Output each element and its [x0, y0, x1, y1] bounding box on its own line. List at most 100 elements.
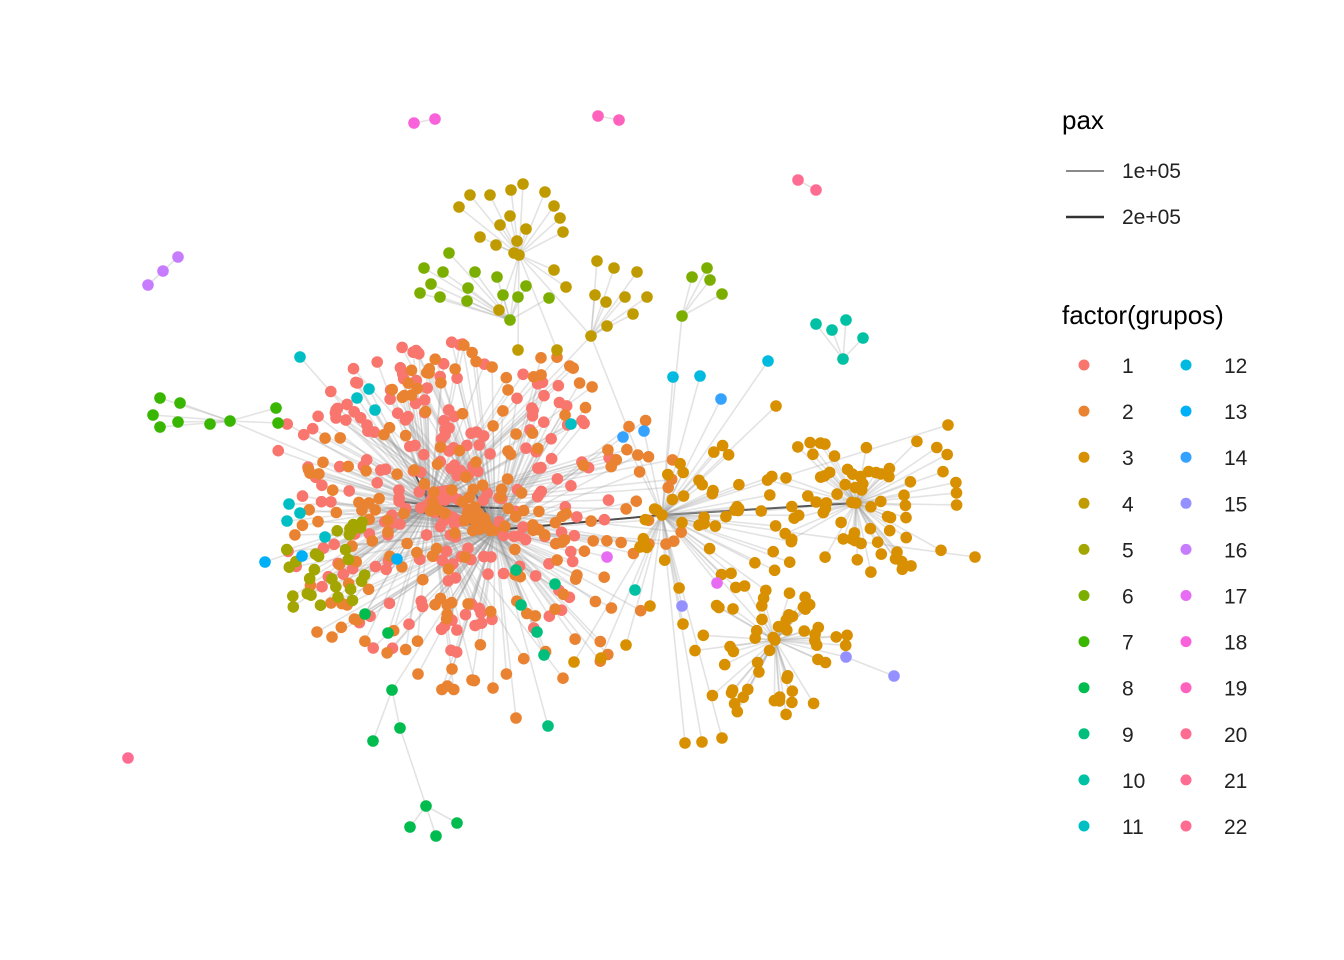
- network-edge: [429, 373, 524, 506]
- network-edge: [292, 504, 431, 597]
- network-node-group-3: [718, 658, 731, 671]
- network-node-group-4: [504, 210, 516, 222]
- network-node-group-2: [449, 527, 461, 539]
- network-node-group-2: [594, 635, 607, 648]
- network-node-group-1: [566, 555, 579, 568]
- network-edge: [492, 425, 496, 531]
- network-node-group-3: [716, 732, 728, 744]
- network-node-group-2: [459, 551, 471, 563]
- network-node-group-3: [846, 496, 858, 509]
- network-node-group-2: [587, 535, 599, 547]
- network-edge: [643, 430, 663, 516]
- network-node-group-2: [462, 598, 474, 610]
- network-node-group-3: [648, 503, 661, 515]
- network-node-group-9: [538, 649, 550, 661]
- network-node-group-2: [391, 468, 403, 481]
- network-node-group-1: [462, 542, 474, 555]
- network-node-group-2: [632, 449, 644, 461]
- network-node-group-1: [394, 362, 407, 374]
- network-node-group-8: [382, 627, 394, 639]
- network-node-group-8: [367, 735, 379, 747]
- network-node-group-3: [950, 476, 962, 489]
- network-edge: [494, 529, 549, 727]
- network-node-group-9: [515, 599, 527, 611]
- group-legend-key-19: [1180, 682, 1192, 694]
- network-node-group-6: [716, 288, 728, 300]
- network-node-group-11: [294, 507, 306, 519]
- network-node-group-12: [694, 370, 706, 382]
- network-node-group-3: [658, 554, 671, 566]
- network-edge: [661, 514, 732, 574]
- network-node-group-6: [418, 262, 430, 274]
- network-edge: [509, 297, 550, 321]
- network-node-group-3: [841, 463, 854, 476]
- network-node-group-2: [495, 483, 508, 496]
- network-edge: [494, 529, 518, 602]
- network-edge: [661, 492, 713, 516]
- network-node-group-1: [451, 372, 463, 385]
- network-edge: [434, 529, 496, 606]
- network-node-group-2: [517, 504, 530, 517]
- network-edge: [421, 529, 496, 608]
- network-edge: [336, 504, 431, 514]
- network-edge: [494, 438, 552, 531]
- network-node-group-1: [417, 448, 430, 461]
- network-node-group-1: [421, 382, 434, 394]
- network-node-group-3: [634, 541, 646, 553]
- network-edge: [364, 504, 431, 642]
- group-legend-label-22: 22: [1224, 816, 1247, 839]
- network-node-group-2: [551, 554, 563, 566]
- network-edge: [681, 267, 708, 317]
- network-node-group-2: [569, 633, 581, 645]
- network-edge: [681, 276, 693, 317]
- network-node-group-3: [783, 556, 796, 568]
- network-edge: [855, 473, 882, 504]
- network-node-group-8: [359, 608, 371, 620]
- network-node-group-1: [472, 465, 484, 478]
- network-node-group-2: [405, 364, 418, 377]
- network-edge: [518, 254, 558, 351]
- network-node-group-3: [696, 478, 708, 491]
- network-node-group-3: [837, 533, 850, 545]
- network-node-group-14: [617, 431, 629, 443]
- network-edge: [855, 475, 890, 504]
- network-edge: [791, 502, 857, 540]
- network-node-group-6: [491, 271, 503, 283]
- network-node-group-1: [511, 392, 523, 405]
- network-node-group-1: [418, 394, 431, 406]
- network-node-group-2: [430, 542, 443, 555]
- network-node-group-3: [709, 520, 722, 532]
- network-node-group-1: [475, 617, 488, 629]
- network-node-group-4: [517, 178, 529, 190]
- network-node-group-2: [556, 510, 569, 523]
- network-node-group-3: [865, 566, 877, 578]
- network-node-group-15: [840, 651, 852, 663]
- network-node-group-3: [798, 625, 810, 637]
- network-edge: [761, 502, 857, 512]
- network-edge: [661, 514, 686, 744]
- network-node-group-14: [638, 425, 650, 437]
- network-node-group-1: [391, 407, 404, 420]
- network-edge: [661, 424, 949, 516]
- network-edge: [774, 608, 806, 641]
- network-edge: [784, 502, 857, 535]
- network-edge: [855, 446, 938, 504]
- network-node-group-2: [602, 444, 614, 456]
- network-node-group-1: [347, 362, 360, 375]
- network-node-group-2: [634, 604, 647, 617]
- group-legend-key-9: [1078, 728, 1090, 740]
- network-node-group-2: [408, 464, 421, 476]
- network-node-group-2: [478, 512, 491, 525]
- network-node-group-2: [578, 545, 591, 557]
- network-node-group-1: [578, 417, 590, 430]
- network-node-group-3: [753, 666, 765, 678]
- network-node-group-3: [814, 471, 827, 483]
- network-node-group-3: [884, 511, 897, 524]
- network-node-group-3: [937, 465, 949, 478]
- network-node-group-3: [807, 448, 819, 461]
- network-node-group-1: [520, 442, 532, 455]
- group-legend-label-5: 5: [1122, 539, 1134, 562]
- network-node-group-3: [783, 587, 796, 599]
- network-node-group-2: [304, 467, 316, 480]
- network-node-group-7: [272, 417, 284, 429]
